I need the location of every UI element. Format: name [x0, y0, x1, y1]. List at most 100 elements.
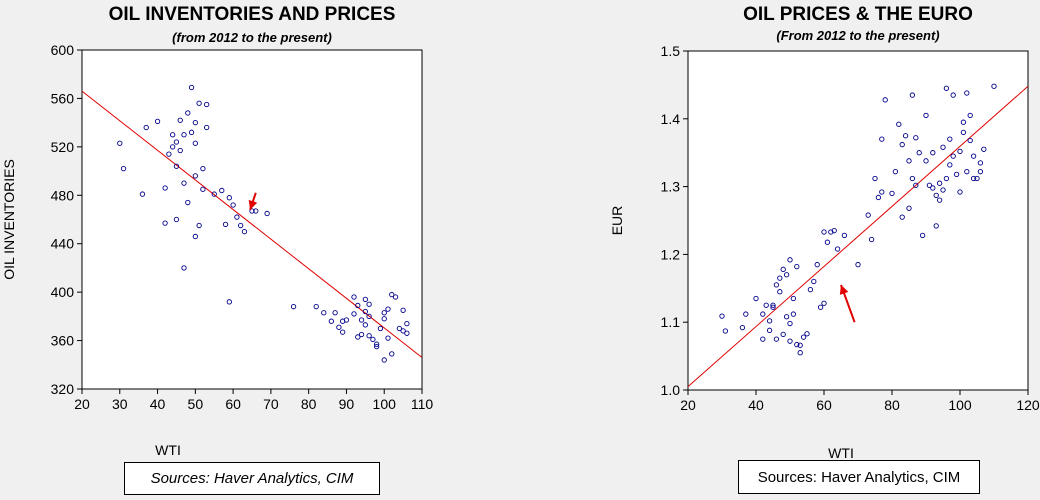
chart2-y-axis-label: EUR: [609, 206, 625, 236]
chart1-x-tick-label: 80: [301, 396, 317, 412]
chart2-data-point: [913, 182, 919, 188]
chart1-x-tick-label: 40: [150, 396, 166, 412]
chart1-data-point: [226, 299, 232, 305]
chart2-data-point: [906, 158, 912, 164]
chart1-y-axis-label: OIL INVENTORIES: [1, 159, 17, 280]
chart1-y-tick-label: 600: [51, 42, 75, 58]
chart2-data-point: [777, 289, 783, 295]
chart2-x-tick-label: 40: [748, 397, 764, 413]
chart2-data-point: [970, 153, 977, 159]
chart1-data-point: [188, 84, 195, 91]
chart2-data-point: [947, 162, 953, 168]
chart2-data-point: [797, 342, 803, 348]
chart1-data-point: [222, 221, 229, 227]
chart2-data-point: [909, 92, 916, 98]
chart1-x-tick-label: 70: [263, 396, 279, 412]
chart2-data-point: [763, 302, 769, 308]
chart1-data-point: [238, 222, 244, 229]
chart2-data-point: [977, 169, 984, 175]
chart2-data-point: [953, 171, 960, 178]
chart1-data-point: [188, 129, 195, 135]
chart2-y-tick-label: 1.5: [661, 43, 681, 59]
chart1-source-box: Sources: Haver Analytics, CIM: [124, 462, 380, 495]
chart2-data-point: [930, 150, 936, 156]
chart1-data-point: [404, 330, 410, 336]
chart2-data-point: [943, 85, 950, 91]
chart2-data-point: [923, 112, 929, 119]
chart1-data-point: [396, 325, 402, 332]
chart1-data-point: [234, 214, 240, 220]
chart2-data-point: [974, 175, 980, 182]
chart2-data-point: [824, 239, 831, 245]
chart2-data-point: [970, 175, 977, 182]
chart1-x-tick-label: 30: [112, 396, 128, 412]
chart1-data-point: [192, 173, 198, 179]
chart1-data-point: [362, 322, 368, 328]
chart2-data-point: [916, 150, 922, 156]
chart2-data-point: [773, 336, 780, 342]
chart1-x-tick-label: 100: [373, 396, 397, 412]
chart1-data-point: [374, 343, 380, 350]
chart1-data-point: [139, 191, 146, 197]
chart2-plot: 20 40 60 80 100 120 1.0 1.1 1.2 1.3 1.4 1.5 WTI EUR: [609, 43, 1040, 461]
chart2-data-point: [964, 169, 970, 175]
chart2-data-point: [800, 334, 807, 340]
chart2-data-point: [879, 189, 885, 195]
chart1-x-axis-label: WTI: [155, 442, 181, 458]
chart2-data-point: [777, 275, 783, 281]
chart1-data-point: [253, 208, 259, 214]
chart2-data-point: [780, 266, 786, 272]
chart2-data-point: [926, 182, 933, 188]
chart1-data-point: [143, 124, 149, 131]
chart2-data-point: [906, 205, 912, 211]
chart2-data-point: [790, 311, 797, 317]
chart2-data-point: [743, 311, 749, 317]
chart1-data-point: [177, 117, 183, 123]
chart2-x-axis-label: WTI: [828, 445, 854, 461]
chart2-plot-area: [687, 50, 1029, 391]
chart2-data-point: [913, 135, 919, 141]
chart1-data-point: [181, 132, 187, 138]
chart1-y-tick-label: 320: [51, 381, 75, 397]
chart1-data-point: [355, 334, 361, 340]
chart1-data-point: [181, 265, 187, 271]
chart2-data-point: [817, 304, 824, 310]
chart2-data-point: [807, 287, 814, 293]
chart2-y-tick-label: 1.1: [661, 314, 681, 330]
chart2-data-point: [811, 278, 817, 285]
chart2-x-tick-label: 100: [948, 397, 972, 413]
chart2-data-point: [981, 146, 987, 152]
chart1-source-text: Sources: Haver Analytics, CIM: [150, 470, 354, 487]
chart1-data-point: [120, 165, 127, 172]
chart2-x-tick-label: 60: [816, 397, 832, 413]
chart2-data-point: [977, 160, 984, 166]
chart2-data-point: [919, 232, 926, 239]
chart1-subtitle: (from 2012 to the present): [172, 30, 332, 45]
chart2-data-point: [889, 190, 895, 197]
chart2-data-point: [899, 214, 905, 220]
chart1-data-point: [366, 301, 372, 307]
chart2-y-tick-label: 1.4: [661, 111, 681, 127]
chart1-data-point: [358, 331, 365, 338]
chart2-data-point: [960, 129, 967, 136]
chart2-data-point: [879, 136, 885, 142]
chart2-data-point: [787, 320, 793, 327]
chart2-data-point: [943, 175, 950, 182]
chart2-data-point: [950, 92, 956, 98]
chart1-data-point: [162, 220, 168, 226]
chart1-data-point: [381, 316, 387, 322]
chart2-data-point: [933, 192, 939, 199]
chart1-data-point: [211, 191, 217, 197]
chart1-data-point: [185, 199, 191, 206]
chart2-data-point: [797, 350, 803, 356]
chart2-data-point: [967, 137, 973, 144]
chart2-data-point: [947, 136, 953, 142]
chart1-data-point: [400, 328, 406, 334]
chart1-data-point: [392, 294, 399, 300]
chart2-data-point: [787, 257, 793, 263]
chart1-data-point: [336, 324, 342, 330]
chart1-data-point: [290, 304, 297, 310]
chart2-data-point: [794, 263, 800, 270]
chart1-data-point: [173, 163, 180, 169]
chart2-data-point: [773, 282, 780, 288]
